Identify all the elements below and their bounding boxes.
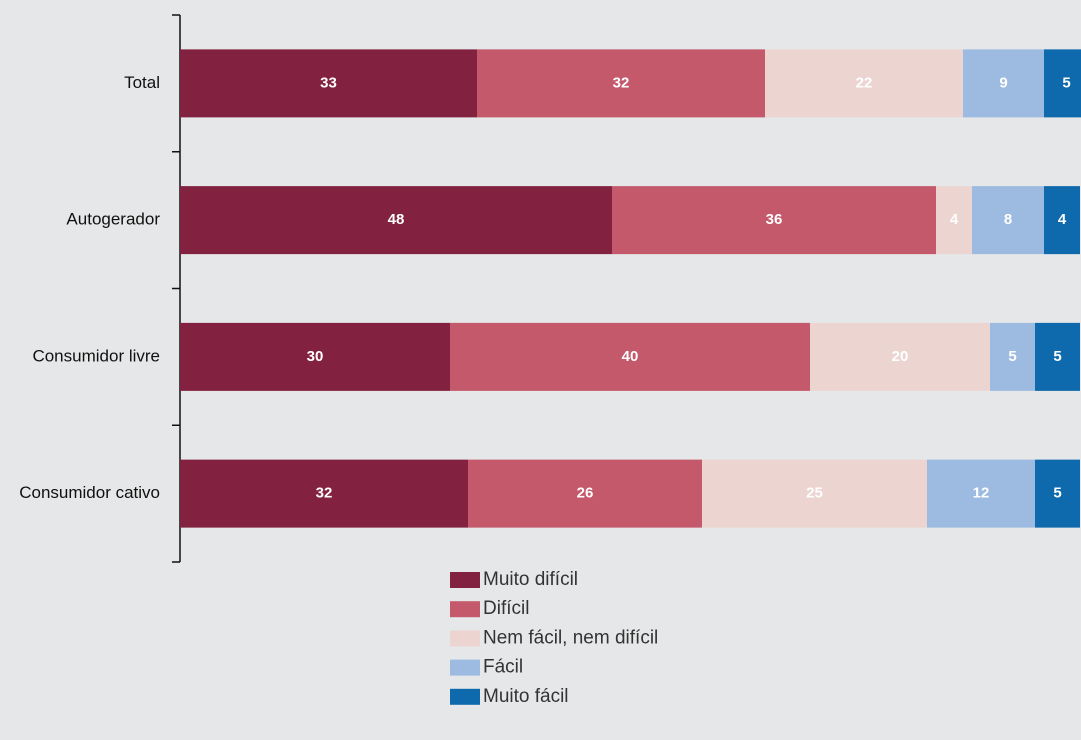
value-label: 25 [806,485,823,502]
legend-label: Muito fácil [483,686,569,707]
legend-swatch [450,572,480,588]
bar-segment [468,459,702,528]
value-label: 5 [1053,485,1061,502]
value-label: 32 [316,485,333,502]
legend-label: Nem fácil, nem difícil [483,627,658,648]
bar-segment [180,186,612,255]
bar-segment [450,322,810,391]
bar-segment [1035,459,1080,528]
bar-segment [936,186,972,255]
bar-segment [810,322,990,391]
category-label: Total [124,73,160,92]
bar-segment [765,49,963,118]
bar-segment [1044,49,1081,118]
category-label: Consumidor livre [32,346,160,365]
legend-label: Fácil [483,657,523,678]
bar-segment [972,186,1044,255]
value-label: 33 [320,74,337,91]
legend-swatch [450,630,480,647]
bar-segment [990,322,1035,391]
value-label: 4 [950,211,959,228]
value-label: 9 [999,74,1007,91]
value-label: 5 [1053,348,1061,365]
bar-segment [180,322,450,391]
legend-swatch [450,659,480,676]
value-label: 20 [892,348,909,365]
bar-segment [963,49,1044,118]
bar-segment [1044,186,1080,255]
value-label: 5 [1008,348,1016,365]
bar-segment [477,49,765,118]
bar-segment [180,459,468,528]
bar-segment [180,49,477,118]
value-label: 22 [856,74,873,91]
value-label: 30 [307,348,324,365]
value-label: 4 [1058,211,1067,228]
category-label: Autogerador [66,210,160,229]
value-label: 26 [577,485,594,502]
legend-swatch [450,601,480,618]
legend-swatch [450,688,480,705]
value-label: 8 [1004,211,1012,228]
value-label: 5 [1062,74,1070,91]
legend-label: Difícil [483,598,529,619]
value-label: 48 [388,211,405,228]
legend-label: Muito difícil [483,569,578,590]
value-label: 36 [766,211,783,228]
bar-segment [612,186,936,255]
bar-segment [1035,322,1080,391]
value-label: 32 [613,74,630,91]
category-label: Consumidor cativo [19,483,160,502]
value-label: 12 [973,485,990,502]
bar-segment [927,459,1035,528]
value-label: 40 [622,348,639,365]
bar-segment [702,459,927,528]
